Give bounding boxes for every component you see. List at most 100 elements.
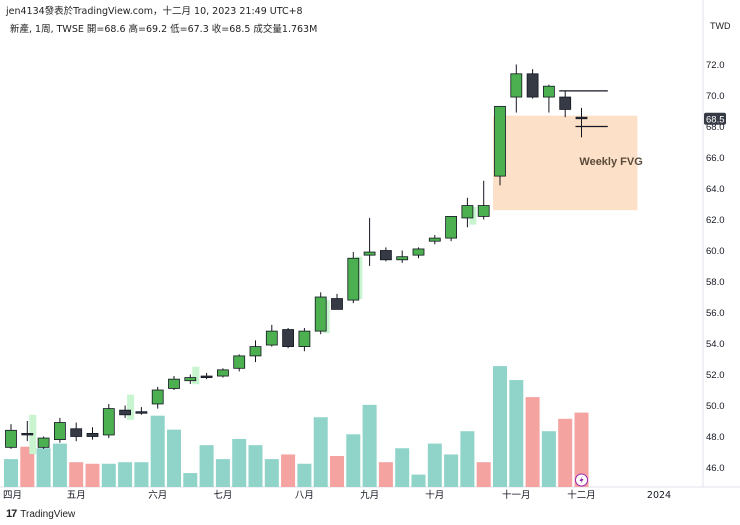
volume-bar (199, 445, 214, 487)
volume-bar (395, 448, 410, 487)
candle-body[interactable] (396, 256, 409, 261)
candle-body[interactable] (216, 369, 229, 377)
candle-body[interactable] (543, 85, 555, 98)
volume-bar (264, 459, 279, 487)
lightning-glyph (579, 476, 584, 484)
candle-body[interactable] (54, 422, 66, 440)
price-tick-label: 52.0 (706, 370, 725, 381)
price-tick-label: 68.0 (706, 122, 725, 133)
candle-body[interactable] (70, 428, 83, 437)
candle-body[interactable] (461, 205, 474, 219)
candle-body[interactable] (510, 73, 523, 98)
fvg-zone[interactable] (493, 115, 638, 211)
gap-highlight (192, 366, 200, 385)
volume-bar (69, 462, 84, 487)
candle-body[interactable] (363, 251, 376, 256)
time-tick-label: 六月 (148, 489, 167, 501)
candle-body[interactable] (249, 346, 262, 357)
volume-bar (183, 473, 198, 487)
volume-bar (574, 412, 589, 487)
candle-body[interactable] (151, 389, 164, 405)
volume-bar (281, 454, 296, 487)
volume-bar (330, 456, 344, 487)
candle-body[interactable] (21, 432, 34, 436)
candle-body[interactable] (86, 432, 99, 437)
volume-bar (52, 443, 67, 487)
candle-body[interactable] (331, 298, 343, 310)
fvg-label: Weekly FVG (579, 156, 642, 168)
volume-bar (509, 380, 524, 487)
price-tick-label: 56.0 (706, 308, 725, 319)
volume-bar (118, 462, 133, 487)
candle-body[interactable] (37, 437, 50, 448)
candle-body[interactable] (379, 250, 392, 261)
candle-body[interactable] (102, 408, 115, 436)
volume-bar (150, 415, 165, 487)
price-tick-label: 62.0 (706, 215, 725, 226)
price-tick-label: 60.0 (706, 246, 725, 257)
time-tick-label: 四月 (3, 490, 22, 501)
candle-body[interactable] (494, 105, 506, 177)
price-tick-label: 58.0 (706, 277, 725, 288)
candle-body[interactable] (119, 409, 131, 416)
time-tick-label: 七月 (213, 490, 232, 501)
candle-body[interactable] (135, 411, 148, 414)
candle-body[interactable] (5, 429, 17, 448)
volume-bar (313, 417, 328, 487)
candle-body[interactable] (412, 248, 425, 256)
volume-bar (232, 438, 247, 487)
price-tick-label: 54.0 (706, 339, 725, 350)
price-tick-label: 70.0 (706, 91, 725, 102)
volume-bar (427, 443, 442, 487)
price-tick-label: 46.0 (706, 463, 725, 474)
candle-body[interactable] (477, 205, 490, 217)
volume-bar (20, 446, 35, 487)
volume-bar (541, 431, 556, 487)
volume-bar (134, 462, 149, 487)
tradingview-logo[interactable]: 17 TradingView (6, 508, 75, 520)
volume-bar (36, 448, 51, 487)
candle-body[interactable] (347, 257, 360, 301)
candle-body[interactable] (184, 377, 197, 382)
volume-bar (558, 418, 573, 487)
publish-info: jen4134發表於TradingView.com，十二月 10, 2023 2… (6, 6, 303, 17)
volume-bar (248, 445, 263, 487)
price-tick-label: 50.0 (706, 401, 725, 412)
time-tick-label: 2024 (647, 490, 671, 501)
last-price-badge (704, 112, 726, 125)
time-tick-label: 十二月 (567, 489, 596, 501)
time-tick-label: 九月 (360, 489, 379, 501)
volume-bar (411, 474, 426, 487)
symbol-ohlc-line: 新產, 1周, TWSE 開=68.6 高=69.2 低=67.3 收=68.5… (10, 24, 318, 35)
candle-body[interactable] (200, 375, 213, 378)
candle-body[interactable] (314, 296, 327, 332)
time-tick-label: 五月 (67, 490, 86, 501)
volume-bar (476, 462, 491, 487)
candle-body[interactable] (168, 378, 180, 389)
candle-body[interactable] (526, 73, 539, 98)
time-tick-label: 八月 (295, 490, 314, 501)
candle-body[interactable] (428, 237, 441, 242)
volume-bar (362, 404, 377, 487)
volume-bar (4, 459, 18, 487)
price-tick-label: 72.0 (706, 60, 725, 71)
volume-bar (525, 397, 540, 487)
candle-body[interactable] (282, 329, 295, 347)
currency-label: TWD (710, 21, 731, 31)
time-tick-label: 十月 (425, 489, 444, 501)
candle-body[interactable] (298, 330, 311, 348)
tradingview-logo-icon: 17 (6, 508, 17, 520)
volume-bar (101, 463, 116, 487)
volume-bar (493, 366, 507, 487)
volume-bar (85, 463, 100, 487)
candle-body[interactable] (265, 330, 278, 346)
last-price-label: 68.5 (706, 114, 725, 125)
candle-body[interactable] (559, 96, 572, 110)
candle-body[interactable] (445, 215, 458, 239)
gap-highlight (127, 394, 135, 420)
candle-body[interactable] (233, 355, 246, 369)
candle-body[interactable] (575, 116, 588, 120)
volume-bar (444, 454, 459, 487)
volume-bar (215, 459, 230, 487)
